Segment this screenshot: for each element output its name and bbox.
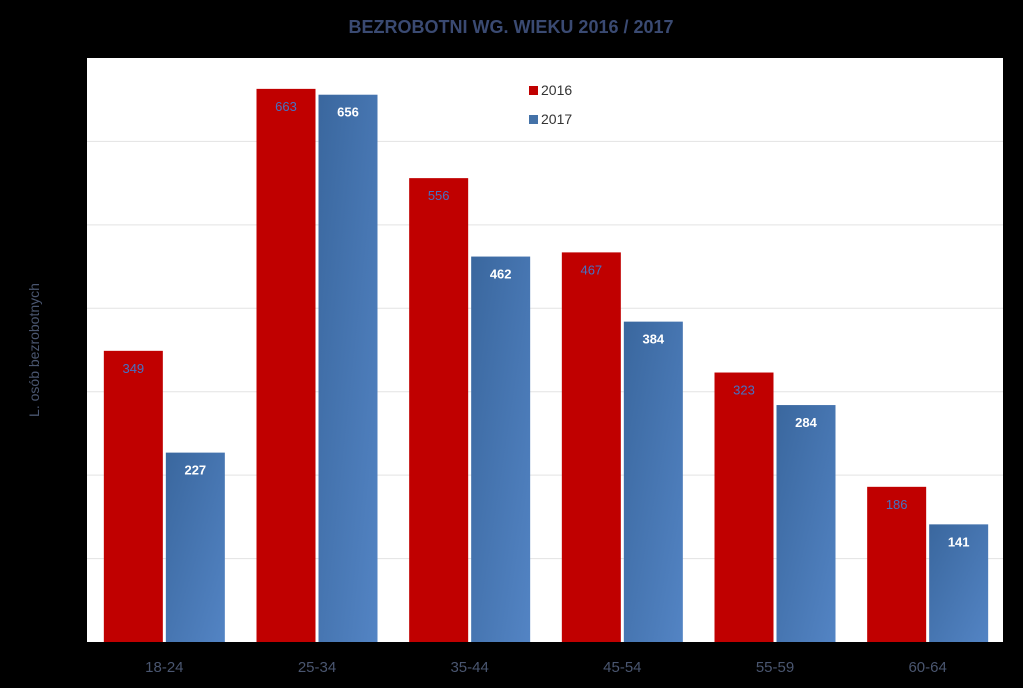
x-tick-25-34: 25-34: [298, 659, 336, 676]
data-label-2016-55-59: 323: [733, 383, 755, 398]
data-label-2017-60-64: 141: [948, 534, 970, 549]
data-label-2016-25-34: 663: [275, 99, 297, 114]
data-label-2016-18-24: 349: [122, 361, 144, 376]
legend-label-2017: 2017: [541, 111, 572, 127]
data-label-2016-60-64: 186: [886, 497, 908, 512]
plot-area: [87, 58, 1003, 642]
y-axis-label: L. osób bezrobotnych: [26, 283, 42, 417]
bar-2017-45-54: [623, 321, 683, 642]
bar-2016-45-54: [561, 252, 621, 643]
bar-2016-60-64: [867, 486, 927, 642]
legend-label-2016: 2016: [541, 82, 572, 98]
data-labels: 349 227 663 656 556 462 467 384 323 284 186 141: [122, 99, 969, 549]
bar-2017-18-24: [165, 452, 225, 642]
legend-swatch-2017: [529, 115, 538, 124]
gridlines: [87, 140, 1003, 560]
bar-2016-55-59: [714, 372, 774, 642]
x-tick-45-54: 45-54: [603, 659, 641, 676]
data-label-2017-55-59: 284: [795, 415, 817, 430]
bar-2016-35-44: [409, 178, 469, 642]
bar-2017-60-64: [929, 524, 989, 642]
bar-2017-55-59: [776, 405, 836, 642]
x-tick-60-64: 60-64: [908, 659, 946, 676]
data-label-2016-35-44: 556: [428, 188, 450, 203]
legend-swatch-2016: [529, 86, 538, 95]
data-label-2017-25-34: 656: [337, 105, 359, 120]
bars: [103, 88, 989, 643]
data-label-2017-35-44: 462: [490, 267, 512, 282]
bar-2017-25-34: [318, 94, 378, 643]
x-tick-labels: 18-24 25-34 35-44 45-54 55-59 60-64: [145, 659, 947, 676]
legend: 2016 2017: [529, 82, 572, 127]
data-label-2017-45-54: 384: [642, 332, 664, 347]
bar-2016-18-24: [103, 350, 163, 642]
x-tick-18-24: 18-24: [145, 659, 183, 676]
x-tick-35-44: 35-44: [450, 659, 488, 676]
data-label-2017-18-24: 227: [184, 463, 206, 478]
data-label-2016-45-54: 467: [580, 262, 602, 277]
chart-title: BEZROBOTNI WG. WIEKU 2016 / 2017: [348, 17, 673, 37]
bar-2016-25-34: [256, 88, 316, 642]
bar-2017-35-44: [471, 256, 531, 642]
x-tick-55-59: 55-59: [756, 659, 794, 676]
